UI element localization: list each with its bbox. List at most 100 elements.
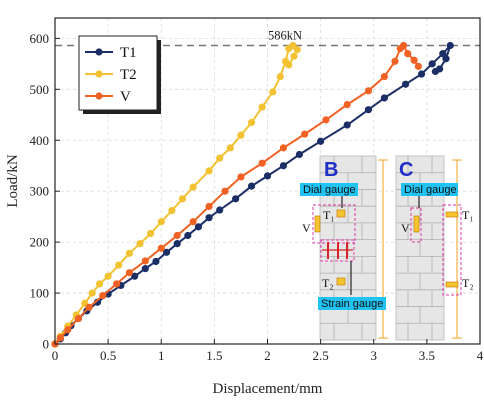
data-point-v-27 [414, 62, 422, 70]
data-point-v-1 [56, 334, 64, 342]
panel-c-letter: C [399, 159, 413, 181]
data-point-t2-27 [293, 45, 301, 54]
dial-gauge-label-bg-b [300, 183, 358, 196]
y-tick-label-0: 0 [43, 337, 50, 352]
data-point-v-9 [157, 244, 165, 252]
data-point-t1-29 [428, 60, 436, 68]
data-point-t2-10 [136, 240, 144, 248]
panel-b-letter: B [324, 159, 338, 181]
x-tick-label-5: 2.5 [313, 348, 329, 363]
data-point-t1-10 [141, 265, 149, 273]
strain-region-b [320, 239, 355, 262]
data-point-t1-24 [343, 121, 351, 129]
x-tick-label-7: 3.5 [419, 348, 435, 363]
data-point-t2-18 [226, 144, 234, 152]
reference-line-label: 586kN [268, 29, 302, 43]
data-point-v-10 [173, 231, 181, 240]
data-point-t1-14 [184, 231, 192, 240]
strain-gauge-label-bg [318, 297, 386, 310]
x-tick-label-3: 1.5 [206, 348, 222, 363]
data-point-t2-9 [125, 249, 133, 257]
data-point-v-6 [113, 280, 121, 288]
data-point-v-18 [322, 116, 330, 124]
data-point-v-20 [364, 87, 373, 95]
legend-label-t2: T2 [120, 67, 137, 83]
dial-gauge-label-b: Dial gauge [303, 184, 356, 196]
t1-label-b: T₁ [323, 208, 335, 222]
data-point-t1-18 [232, 195, 240, 203]
data-point-t1-11 [152, 257, 160, 266]
t1-sensor-c [445, 211, 459, 218]
data-point-v-25 [404, 50, 412, 58]
inset-panel-c: C Dial gauge V T₁ T₂ [395, 155, 474, 341]
axes: 0 0.5 1 1.5 2 2.5 3 3.5 4 0 100 200 300 400 500 600 [30, 17, 484, 363]
data-point-t1-9 [131, 272, 139, 280]
data-point-v-8 [141, 257, 149, 265]
y-axis-title: Load/kN [5, 154, 21, 207]
v-sensor-c [413, 215, 420, 233]
y-tick-label-6: 600 [30, 31, 50, 46]
dial-gauge-label-c: Dial gauge [404, 184, 457, 196]
v-sensor-b [314, 215, 321, 233]
x-axis-title: Displacement/mm [213, 381, 323, 397]
inset-panel-b: B Dial gauge T₁ V T₂ Strain gauge [300, 155, 388, 341]
data-point-t1-27 [402, 80, 410, 88]
series-line-v [54, 43, 420, 345]
data-point-v-7 [125, 269, 133, 277]
data-point-t1-15 [194, 223, 203, 231]
legend-marker-v [95, 92, 103, 100]
x-tick-label-2: 1 [158, 348, 165, 363]
y-tick-label-2: 200 [30, 235, 50, 250]
data-point-t1-19 [247, 182, 256, 190]
x-tick-label-1: 0.5 [100, 348, 116, 363]
data-point-t1-13 [173, 240, 181, 248]
data-point-t1-22 [295, 150, 303, 159]
legend-label-t1: T1 [120, 45, 137, 61]
data-point-t1-34 [431, 67, 439, 76]
x-tick-label-0: 0 [52, 348, 59, 363]
data-point-v-19 [343, 100, 351, 109]
data-point-t1-20 [263, 172, 272, 180]
y-tick-label-5: 500 [30, 82, 50, 97]
brick-joints-c [396, 156, 444, 340]
data-point-t1-26 [380, 94, 388, 102]
data-point-t1-21 [279, 162, 288, 170]
data-point-t2-29 [285, 61, 293, 69]
t2-sensor-b [336, 277, 346, 286]
data-point-v-22 [391, 57, 399, 65]
data-point-v-4 [85, 303, 93, 311]
data-point-t2-15 [189, 183, 197, 191]
data-point-t1-31 [446, 41, 454, 50]
data-point-v-24 [399, 41, 408, 50]
data-point-t2-11 [147, 229, 155, 238]
data-point-t2-12 [157, 218, 165, 226]
data-point-t2-14 [178, 195, 187, 203]
data-point-t2-6 [96, 280, 104, 288]
data-point-v-11 [189, 218, 197, 226]
data-point-v-13 [221, 187, 229, 195]
v-label-b: V [302, 221, 311, 235]
data-point-t2-21 [258, 103, 266, 111]
data-point-v-5 [99, 292, 107, 300]
data-point-v-12 [205, 202, 213, 211]
data-point-v-15 [258, 159, 266, 167]
data-point-v-3 [74, 314, 82, 323]
data-point-v-14 [237, 173, 245, 181]
legend-box [78, 35, 158, 111]
gauge-region-b [312, 204, 356, 244]
data-point-t1-17 [216, 206, 224, 214]
data-point-t1-23 [317, 137, 325, 145]
data-point-t2-20 [247, 118, 256, 127]
series-layer [51, 41, 454, 348]
data-point-t2-7 [104, 272, 112, 280]
t2-label-c: T₂ [462, 276, 474, 290]
data-point-t1-32 [442, 55, 450, 63]
legend-label-v: V [120, 89, 131, 105]
data-point-t2-19 [237, 131, 245, 139]
legend: T1 T2 V [78, 35, 161, 114]
data-point-t2-8 [115, 261, 123, 269]
y-tick-label-3: 300 [30, 184, 50, 199]
t2-label-b: T₂ [322, 276, 334, 290]
v-label-c: V [401, 221, 410, 235]
